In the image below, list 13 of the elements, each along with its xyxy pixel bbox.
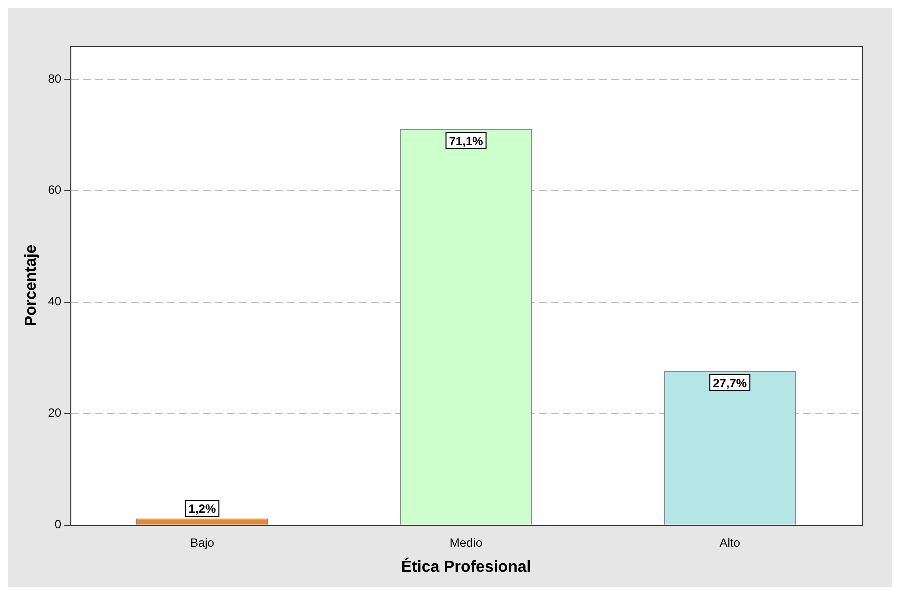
data-label: 71,1% [449, 134, 484, 148]
y-tick-label: 20 [48, 406, 62, 420]
y-axis-title: Porcentaje [23, 244, 40, 327]
x-tick-label: Alto [720, 536, 741, 550]
data-label: 1,2% [188, 502, 216, 516]
y-tick-label: 0 [54, 518, 62, 532]
x-axis-title: Ética Profesional [401, 556, 532, 576]
y-tick-label: 60 [48, 183, 62, 198]
data-label: 27,7% [713, 376, 748, 390]
x-tick-label: Bajo [190, 536, 215, 550]
x-tick-label: Medio [450, 536, 483, 550]
y-tick-label: 80 [48, 72, 62, 86]
y-tick-label: 40 [48, 294, 62, 309]
